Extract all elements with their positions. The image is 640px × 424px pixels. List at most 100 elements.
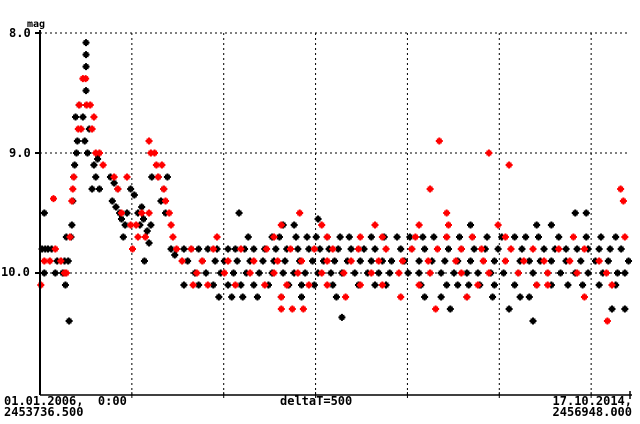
black-point <box>456 233 464 241</box>
red-point <box>178 257 186 265</box>
red-point <box>621 233 629 241</box>
black-point <box>397 245 405 253</box>
black-point <box>119 233 127 241</box>
black-point <box>40 269 48 277</box>
black-point <box>224 245 232 253</box>
red-point <box>371 221 379 229</box>
black-point <box>465 281 473 289</box>
black-point <box>577 257 585 265</box>
red-point <box>117 209 125 217</box>
red-point <box>110 173 118 181</box>
red-point <box>367 269 375 277</box>
black-point <box>371 245 379 253</box>
red-point <box>354 245 362 253</box>
black-point <box>204 245 212 253</box>
red-point <box>40 257 48 265</box>
black-point <box>147 221 155 229</box>
black-point <box>61 281 69 289</box>
black-point <box>90 161 98 169</box>
black-point <box>555 233 563 241</box>
red-point <box>224 257 232 265</box>
black-point <box>72 149 80 157</box>
black-point <box>617 245 625 253</box>
black-point <box>140 215 148 223</box>
red-point <box>347 257 355 265</box>
black-point <box>386 269 394 277</box>
y-tick-label: 10.0 <box>1 265 30 279</box>
black-point <box>329 281 337 289</box>
black-point <box>72 113 80 121</box>
red-point <box>299 305 307 313</box>
grid-lines <box>35 32 631 399</box>
black-point <box>82 39 90 47</box>
black-point <box>511 281 519 289</box>
red-point <box>573 269 581 277</box>
black-point <box>279 269 287 277</box>
black-point <box>467 221 475 229</box>
red-point <box>426 269 434 277</box>
red-point <box>619 197 627 205</box>
red-point <box>286 245 294 253</box>
red-point <box>323 233 331 241</box>
black-point <box>73 137 81 145</box>
red-point <box>138 209 146 217</box>
red-point <box>617 185 625 193</box>
red-point <box>165 209 173 217</box>
black-point <box>347 245 355 253</box>
red-point <box>129 245 137 253</box>
black-point <box>612 233 620 241</box>
black-point <box>235 209 243 217</box>
x-start-jd-label: 2453736.500 <box>4 405 83 419</box>
red-point <box>443 209 451 217</box>
black-point <box>470 245 478 253</box>
black-point <box>573 245 581 253</box>
black-point <box>579 281 587 289</box>
black-point <box>606 245 614 253</box>
black-point <box>83 149 91 157</box>
black-point <box>301 269 309 277</box>
red-point <box>435 137 443 145</box>
red-point <box>305 281 313 289</box>
black-point <box>145 239 153 247</box>
black-point <box>305 245 313 253</box>
black-point <box>253 293 261 301</box>
black-point <box>511 233 519 241</box>
red-point <box>318 269 326 277</box>
x-end-jd-label: 2456948.000 <box>553 405 632 419</box>
black-point <box>540 245 548 253</box>
red-point <box>485 269 493 277</box>
black-point <box>68 221 76 229</box>
black-point <box>117 215 125 223</box>
black-point <box>79 113 87 121</box>
red-point <box>415 221 423 229</box>
red-point <box>270 269 278 277</box>
red-point <box>415 281 423 289</box>
red-point <box>162 197 170 205</box>
red-point <box>395 269 403 277</box>
black-point <box>557 269 565 277</box>
black-point <box>202 269 210 277</box>
black-point <box>140 257 148 265</box>
black-point <box>143 227 151 235</box>
red-point <box>263 245 271 253</box>
red-point <box>296 209 304 217</box>
red-point <box>378 233 386 241</box>
red-point <box>70 173 78 181</box>
black-point <box>500 269 508 277</box>
red-point <box>145 137 153 145</box>
black-point <box>65 317 73 325</box>
red-point <box>494 221 502 229</box>
red-point <box>323 281 331 289</box>
black-point <box>82 63 90 71</box>
red-point <box>145 209 153 217</box>
black-point <box>95 185 103 193</box>
red-point <box>141 233 149 241</box>
black-point <box>121 221 129 229</box>
black-point <box>331 257 339 265</box>
black-point <box>446 305 454 313</box>
black-point <box>314 215 322 223</box>
black-point <box>494 245 502 253</box>
red-point <box>95 149 103 157</box>
black-point <box>332 293 340 301</box>
black-point <box>275 233 283 241</box>
